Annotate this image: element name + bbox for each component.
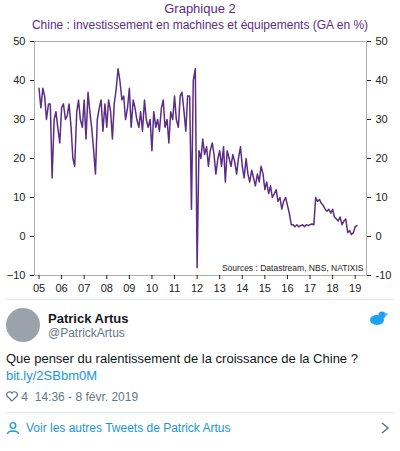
svg-text:12: 12 [191, 282, 203, 294]
svg-text:10: 10 [376, 191, 388, 203]
html-text:Que penser du ralentissement d: Que penser du ralentissement de la crois… [6, 351, 358, 366]
svg-text:50: 50 [13, 35, 25, 47]
html-text:Chine : investissement en mach: Chine : investissement en machines et éq… [31, 18, 369, 32]
svg-text:-10: -10 [376, 269, 392, 281]
svg-text:10: 10 [13, 191, 25, 203]
svg-text:08: 08 [101, 282, 113, 294]
svg-text:−10: −10 [7, 269, 26, 281]
html-text:Patrick Artus: Patrick Artus [48, 310, 129, 326]
svg-text:16: 16 [281, 282, 293, 294]
svg-text:10: 10 [146, 282, 158, 294]
svg-text:40: 40 [13, 74, 25, 86]
svg-text:0: 0 [376, 230, 382, 242]
svg-text:30: 30 [376, 113, 388, 125]
svg-text:14: 14 [236, 282, 248, 294]
svg-text:05: 05 [33, 282, 45, 294]
svg-text:20: 20 [376, 152, 388, 164]
svg-text:30: 30 [13, 113, 25, 125]
svg-text:11: 11 [169, 282, 180, 294]
svg-text:17: 17 [304, 282, 316, 294]
html-text:4: 4 [21, 390, 28, 404]
svg-text:0: 0 [19, 230, 25, 242]
html-text:14:36 - 8 févr. 2019: 14:36 - 8 févr. 2019 [34, 390, 139, 404]
svg-text:15: 15 [259, 282, 271, 294]
html-text:bit.ly/2SBbm0M: bit.ly/2SBbm0M [6, 368, 97, 383]
svg-text:50: 50 [376, 35, 388, 47]
svg-text:19: 19 [349, 282, 361, 294]
html-text:Graphique 2: Graphique 2 [164, 1, 236, 16]
html-text:Voir les autres Tweets de Patr: Voir les autres Tweets de Patrick Artus [26, 421, 231, 435]
svg-text:20: 20 [13, 152, 25, 164]
svg-text:Sources : Datastream, NBS, NAT: Sources : Datastream, NBS, NATIXIS [222, 263, 364, 273]
svg-text:18: 18 [326, 282, 338, 294]
html-text:@PatrickArtus: @PatrickArtus [48, 325, 125, 340]
svg-text:13: 13 [214, 282, 226, 294]
svg-text:07: 07 [78, 282, 90, 294]
svg-text:09: 09 [123, 282, 135, 294]
svg-text:06: 06 [55, 282, 67, 294]
svg-text:40: 40 [376, 74, 388, 86]
